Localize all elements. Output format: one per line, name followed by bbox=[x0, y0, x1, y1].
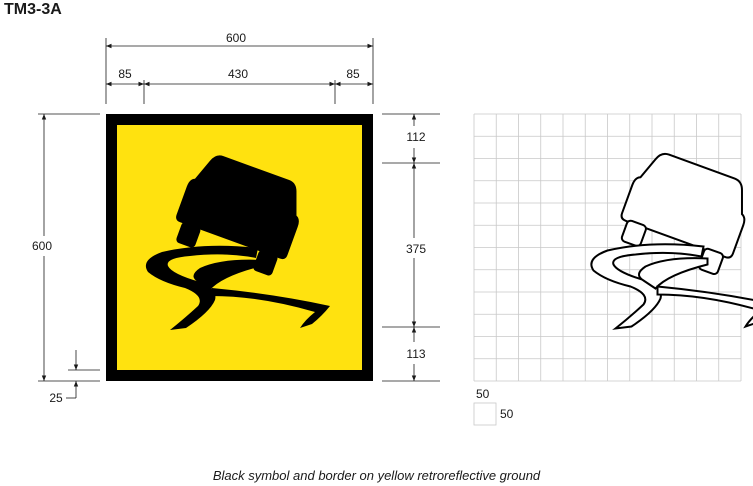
layout-grid bbox=[473, 113, 753, 382]
grid-scale-height: 50 bbox=[500, 407, 514, 421]
sign-code-title: TM3-3A bbox=[4, 1, 62, 18]
dim-overall-height: 600 bbox=[32, 239, 52, 253]
dim-left-margin: 85 bbox=[118, 67, 132, 81]
grid-scale-square bbox=[473, 402, 497, 426]
dim-bottom-margin: 113 bbox=[406, 347, 425, 361]
symbol-height-dimensions bbox=[382, 113, 440, 382]
slippery-road-outline-icon bbox=[590, 145, 753, 330]
height-dimension bbox=[38, 113, 100, 399]
dim-border: 25 bbox=[49, 391, 63, 405]
grid-scale-width: 50 bbox=[476, 387, 490, 401]
dim-symbol-height: 375 bbox=[406, 242, 426, 256]
dim-right-margin: 85 bbox=[346, 67, 360, 81]
dim-overall-width: 600 bbox=[226, 31, 246, 45]
dim-top-margin: 112 bbox=[406, 130, 425, 144]
caption: Black symbol and border on yellow retror… bbox=[212, 468, 541, 483]
width-dimensions bbox=[105, 38, 374, 104]
sign-panel bbox=[106, 114, 373, 381]
dim-symbol-width: 430 bbox=[228, 67, 248, 81]
